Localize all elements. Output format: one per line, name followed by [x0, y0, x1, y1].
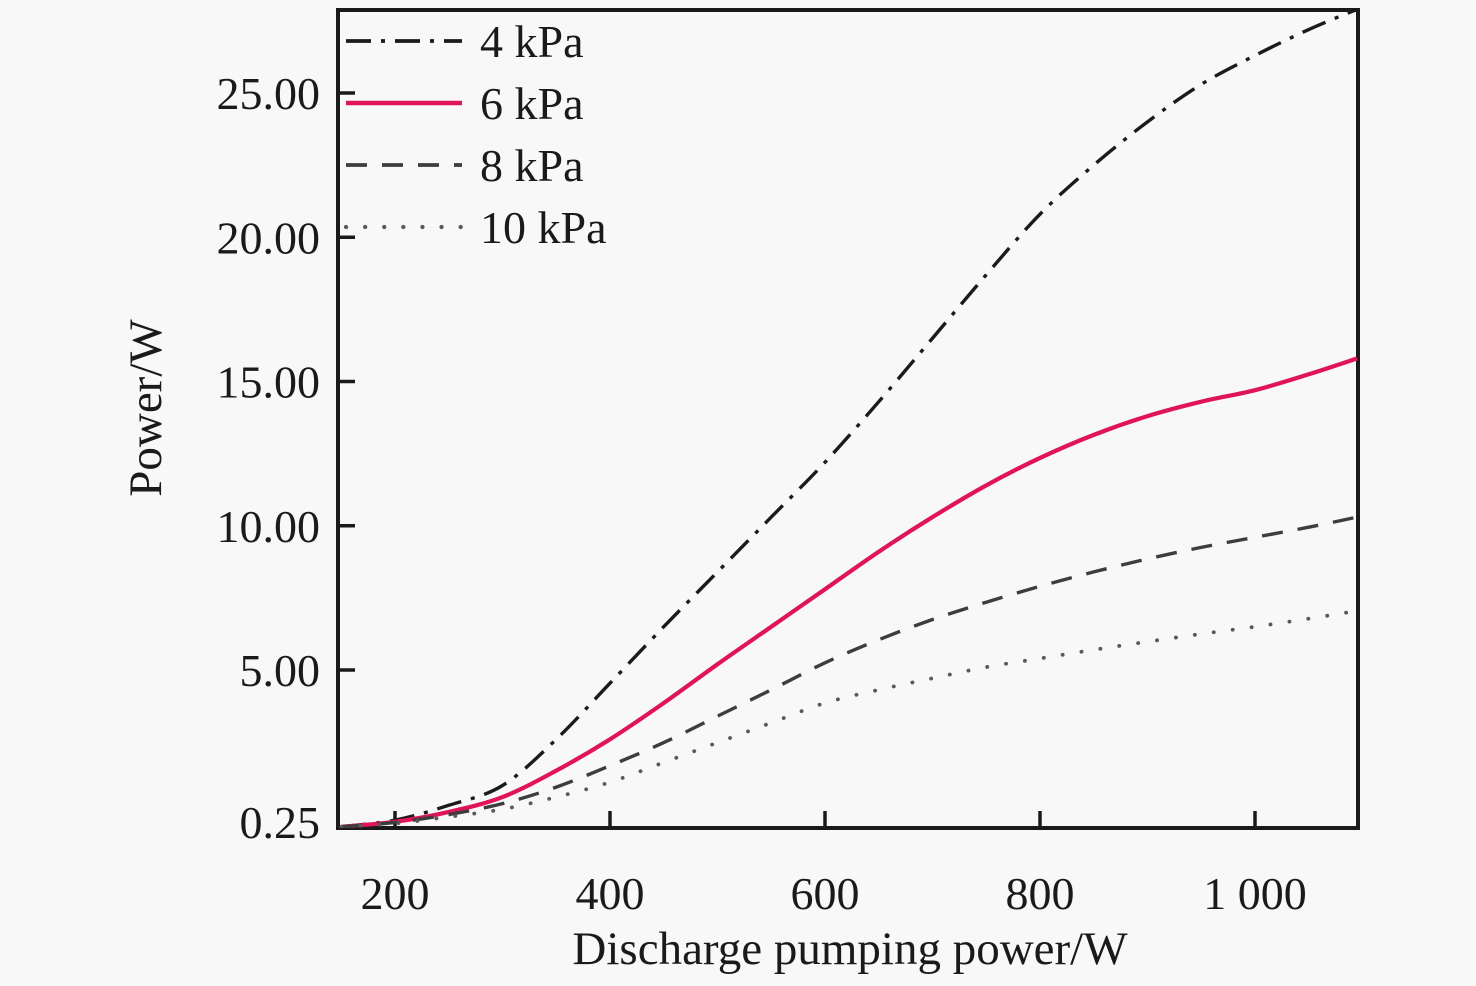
y-axis-min-label: 0.25 — [240, 797, 321, 848]
x-tick-label: 400 — [576, 868, 645, 919]
y-tick-label: 20.00 — [217, 212, 321, 263]
legend-label: 6 kPa — [480, 78, 584, 129]
y-tick-label: 15.00 — [217, 357, 321, 408]
series-line-4-kpa — [341, 11, 1358, 828]
y-tick-label: 25.00 — [217, 68, 321, 119]
x-tick-label: 200 — [361, 868, 430, 919]
plot-border — [336, 8, 1360, 830]
legend-label: 4 kPa — [480, 16, 584, 67]
y-axis-title: Power/W — [120, 319, 172, 497]
legend-label: 10 kPa — [480, 202, 607, 253]
legend-label: 8 kPa — [480, 140, 584, 191]
x-tick-label: 1 000 — [1203, 868, 1307, 919]
x-tick-label: 600 — [791, 868, 860, 919]
x-tick-label: 800 — [1006, 868, 1075, 919]
series-line-8-kpa — [341, 515, 1358, 828]
series-line-10-kpa — [339, 608, 1358, 828]
x-axis-title: Discharge pumping power/W — [572, 923, 1128, 975]
series-line-6-kpa — [341, 356, 1358, 828]
y-tick-label: 5.00 — [240, 645, 321, 696]
y-tick-label: 10.00 — [217, 501, 321, 552]
